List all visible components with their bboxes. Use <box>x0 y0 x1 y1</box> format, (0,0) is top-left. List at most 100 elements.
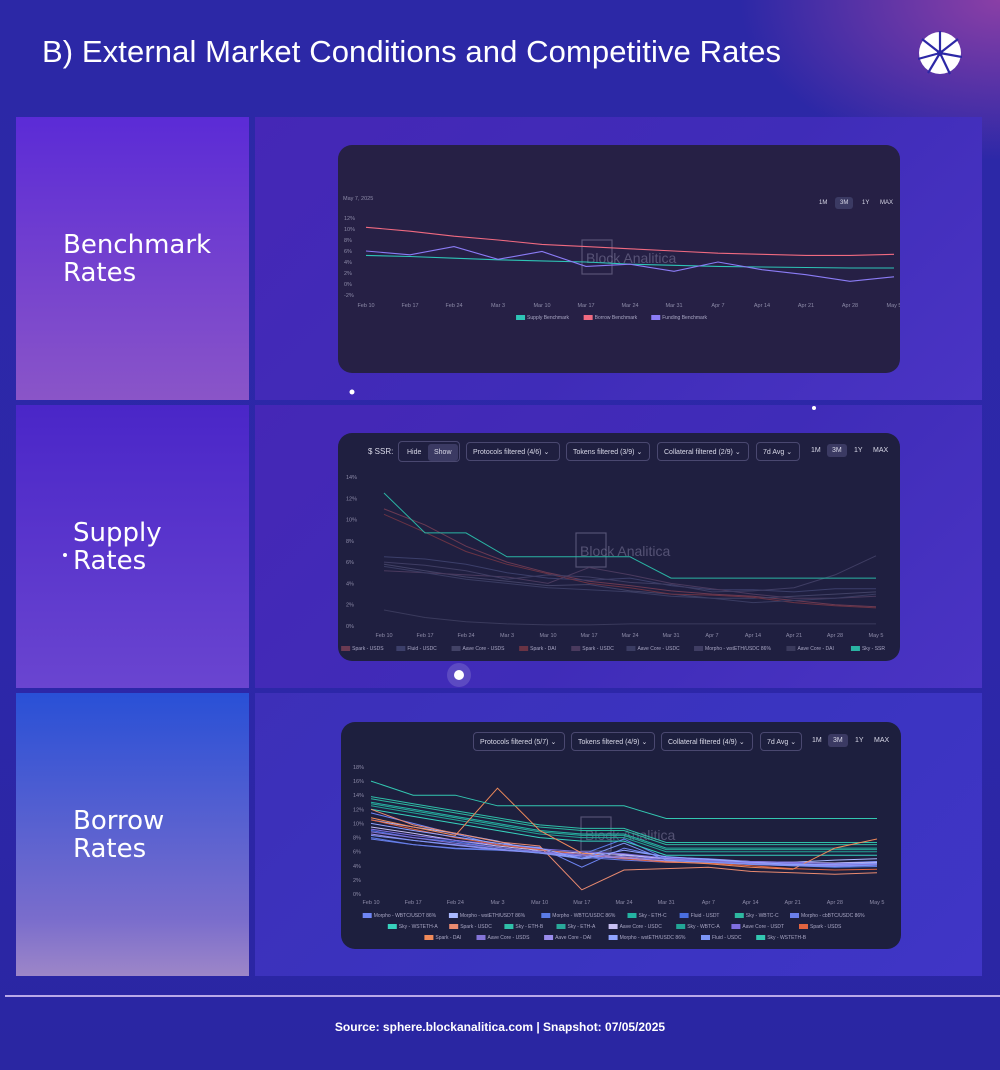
x-tick-label: Mar 17 <box>573 900 590 906</box>
borrow-collateral-filter[interactable]: Collateral filtered (4/9) ⌄ <box>661 732 753 751</box>
supply-protocols-filter-label: Protocols filtered (4/6) <box>473 449 542 456</box>
legend-swatch <box>516 315 526 320</box>
supply-avg-select[interactable]: 7d Avg ⌄ <box>756 442 800 461</box>
watermark-icon <box>581 239 613 275</box>
x-tick-label: Apr 7 <box>705 633 718 639</box>
y-tick-label: 2% <box>353 878 361 884</box>
legend-label: Sky - WSTETH-B <box>767 935 807 941</box>
range-button-3m[interactable]: 3M <box>828 734 848 747</box>
legend-label: Morpho - wstETH/USDT 86% <box>460 913 526 919</box>
supply-tokens-filter-label: Tokens filtered (3/9) <box>573 449 635 456</box>
range-button-1m[interactable]: 1M <box>819 200 828 206</box>
supply-label-line2: Rates <box>73 546 147 576</box>
watermark-icon <box>575 532 607 568</box>
x-tick-label: Apr 28 <box>827 633 843 639</box>
range-button-1y[interactable]: 1Y <box>854 447 863 454</box>
x-tick-label: Feb 10 <box>375 633 392 639</box>
footer-divider <box>5 995 1000 997</box>
x-tick-label: Mar 24 <box>621 633 638 639</box>
range-button-3m[interactable]: 3M <box>827 444 847 457</box>
legend-label: Morpho - WBTC/USDT 86% <box>374 913 437 919</box>
legend-label: Sky - WBTC-C <box>746 913 779 919</box>
borrow-avg-select[interactable]: 7d Avg ⌄ <box>760 732 802 751</box>
y-tick-label: 16% <box>353 779 364 785</box>
legend-swatch <box>583 315 593 320</box>
chevron-down-icon: ⌄ <box>641 739 648 746</box>
y-tick-label: 0% <box>344 282 352 288</box>
legend-swatch <box>651 315 661 320</box>
range-button-max[interactable]: MAX <box>880 200 894 206</box>
x-tick-label: Mar 24 <box>615 900 632 906</box>
ssr-hide-button[interactable]: Hide <box>407 449 422 456</box>
legend-label: Sky - WBTC-A <box>687 924 720 930</box>
x-tick-label: Mar 3 <box>490 900 504 906</box>
supply-tokens-filter[interactable]: Tokens filtered (3/9) ⌄ <box>566 442 650 461</box>
borrow-section: Borrow Rates Protocols filtered (5/7) ⌄ … <box>16 693 982 976</box>
x-tick-label: Apr 14 <box>745 633 761 639</box>
sparkle-decoration <box>812 406 816 410</box>
series-line-borrow-benchmark <box>365 226 895 256</box>
x-tick-label: Apr 21 <box>798 303 814 309</box>
legend-label: Aave Core - USDT <box>742 924 784 930</box>
range-button-1y[interactable]: 1Y <box>855 737 864 744</box>
legend-label: Sky - ETH-B <box>515 924 543 930</box>
x-tick-label: Mar 3 <box>500 633 514 639</box>
x-tick-label: May 5 <box>869 633 884 639</box>
legend-label: Aave Core - USDC <box>620 924 663 930</box>
series-line-sky-eth-c <box>370 801 877 849</box>
y-tick-label: 4% <box>344 260 352 266</box>
range-button-1m[interactable]: 1M <box>811 447 821 454</box>
legend-swatch <box>694 646 704 651</box>
y-tick-label: 12% <box>344 216 355 222</box>
range-button-1y[interactable]: 1Y <box>862 200 870 206</box>
y-tick-label: 8% <box>346 539 354 545</box>
x-tick-label: Mar 17 <box>580 633 597 639</box>
borrow-label-line1: Borrow <box>73 806 165 836</box>
range-button-max[interactable]: MAX <box>874 737 890 744</box>
borrow-label-line2: Rates <box>73 834 147 864</box>
range-button-max[interactable]: MAX <box>873 447 889 454</box>
legend-swatch <box>571 646 581 651</box>
ssr-show-button[interactable]: Show <box>428 444 458 461</box>
series-line-morpho-wsteth-usdc-86- <box>383 555 877 593</box>
legend-label: Aave Core - DAI <box>797 646 833 652</box>
borrow-chart-card: Protocols filtered (5/7) ⌄ Tokens filter… <box>341 722 901 949</box>
supply-protocols-filter[interactable]: Protocols filtered (4/6) ⌄ <box>466 442 560 461</box>
supply-collateral-filter[interactable]: Collateral filtered (2/9) ⌄ <box>657 442 749 461</box>
y-tick-label: 6% <box>346 560 354 566</box>
legend-label: Fluid - USDT <box>691 913 720 919</box>
benchmark-chart: May 7, 2025 Block Analitica 12% 10% 8% 6% 4% 2%… <box>343 196 900 321</box>
footer-source: Source: sphere.blockanalitica.com | Snap… <box>334 1020 666 1034</box>
series-line-sky-eth-a <box>370 803 877 851</box>
x-tick-label: Feb 17 <box>401 303 418 309</box>
y-tick-label: 18% <box>353 765 364 771</box>
x-tick-label: Mar 31 <box>662 633 679 639</box>
series-line-aave-core-usds <box>383 563 877 599</box>
x-tick-label: Feb 10 <box>357 303 374 309</box>
legend-label: Fluid - USDC <box>712 935 742 941</box>
legend-label: Sky - ETH-A <box>568 924 596 930</box>
series-line-sky-ssr <box>383 492 876 579</box>
borrow-protocols-filter[interactable]: Protocols filtered (5/7) ⌄ <box>473 732 565 751</box>
x-tick-label: Mar 17 <box>577 303 594 309</box>
y-tick-label: 8% <box>353 836 361 842</box>
borrow-collateral-filter-label: Collateral filtered (4/9) <box>668 739 737 746</box>
y-tick-label: 10% <box>346 518 357 524</box>
series-line-aave-core-usdc <box>383 565 877 604</box>
legend-swatch <box>679 913 689 918</box>
legend-label: Aave Core - USDS <box>488 935 531 941</box>
chevron-down-icon: ⌄ <box>786 449 793 456</box>
legend-swatch <box>626 646 636 651</box>
y-tick-label: 2% <box>344 271 352 277</box>
range-button-3m[interactable]: 3M <box>835 197 854 209</box>
legend-swatch <box>519 646 529 651</box>
chevron-down-icon: ⌄ <box>550 739 557 746</box>
borrow-tokens-filter[interactable]: Tokens filtered (4/9) ⌄ <box>571 732 655 751</box>
range-button-1m[interactable]: 1M <box>812 737 822 744</box>
supply-section: Supply Rates $ SSR: Hide Show Protocols … <box>16 405 982 688</box>
series-line-sky-eth-b <box>370 796 877 843</box>
x-tick-label: Apr 28 <box>842 303 858 309</box>
series-line-spark-dai <box>370 787 878 870</box>
series-line-fluid-usdc <box>383 556 876 593</box>
legend-label: Aave Core - USDS <box>463 646 506 652</box>
